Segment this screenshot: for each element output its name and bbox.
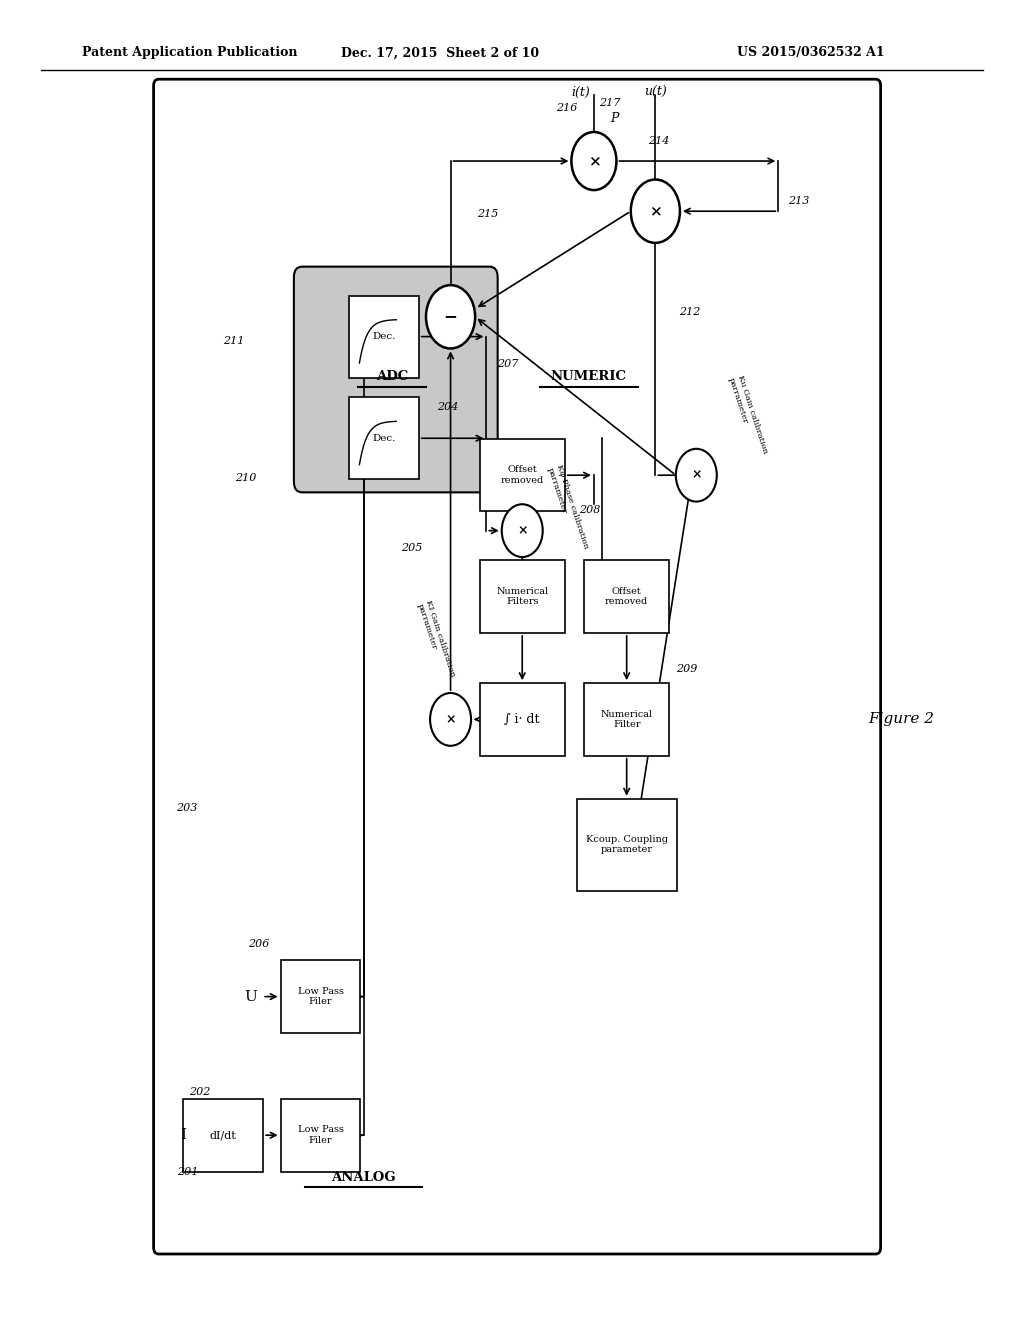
Text: Dec.: Dec. — [373, 333, 395, 341]
Circle shape — [676, 449, 717, 502]
Text: Offset
removed: Offset removed — [501, 466, 544, 484]
Text: NUMERIC: NUMERIC — [551, 370, 627, 383]
Text: ANALOG: ANALOG — [331, 1171, 396, 1184]
Text: Dec. 17, 2015  Sheet 2 of 10: Dec. 17, 2015 Sheet 2 of 10 — [341, 46, 540, 59]
Text: i(t): i(t) — [571, 86, 590, 99]
Text: ×: × — [517, 524, 527, 537]
FancyBboxPatch shape — [479, 684, 565, 755]
Text: Figure 2: Figure 2 — [868, 713, 934, 726]
Text: 201: 201 — [177, 1167, 198, 1177]
Text: Low Pass
Filer: Low Pass Filer — [298, 987, 343, 1006]
FancyBboxPatch shape — [154, 79, 881, 1254]
Text: P: P — [610, 112, 618, 125]
Text: 215: 215 — [477, 209, 498, 219]
Text: ×: × — [588, 154, 600, 168]
Text: 216: 216 — [556, 103, 577, 114]
FancyBboxPatch shape — [349, 296, 419, 378]
Text: 203: 203 — [176, 803, 197, 813]
FancyBboxPatch shape — [479, 438, 565, 511]
Text: 206: 206 — [249, 939, 269, 949]
Text: KI Gain calibration
parrameter: KI Gain calibration parrameter — [416, 599, 457, 681]
Text: I: I — [180, 1129, 186, 1142]
Text: 205: 205 — [401, 543, 422, 553]
Text: 214: 214 — [648, 136, 669, 147]
Text: Numerical
Filters: Numerical Filters — [497, 587, 548, 606]
Text: US 2015/0362532 A1: US 2015/0362532 A1 — [737, 46, 885, 59]
Circle shape — [430, 693, 471, 746]
Text: Low Pass
Filer: Low Pass Filer — [298, 1126, 343, 1144]
FancyBboxPatch shape — [294, 267, 498, 492]
FancyBboxPatch shape — [479, 560, 565, 632]
Text: U: U — [245, 990, 257, 1003]
Text: −: − — [443, 309, 458, 325]
Text: Kφ Phase calibration
parrameter: Kφ Phase calibration parrameter — [546, 463, 590, 553]
Text: ×: × — [691, 469, 701, 482]
Text: 217: 217 — [599, 98, 620, 108]
FancyBboxPatch shape — [281, 1098, 360, 1172]
FancyBboxPatch shape — [584, 684, 670, 755]
Text: Patent Application Publication: Patent Application Publication — [82, 46, 297, 59]
FancyBboxPatch shape — [281, 961, 360, 1032]
Text: 211: 211 — [223, 335, 244, 346]
FancyBboxPatch shape — [577, 799, 677, 891]
Text: Kcoup. Coupling
parameter: Kcoup. Coupling parameter — [586, 836, 668, 854]
Text: ×: × — [649, 205, 662, 218]
Text: Numerical
Filter: Numerical Filter — [601, 710, 652, 729]
Circle shape — [571, 132, 616, 190]
Text: ADC: ADC — [376, 370, 409, 383]
Text: dI/dt: dI/dt — [210, 1130, 237, 1140]
Text: Ku Gain calibration
parrameter: Ku Gain calibration parrameter — [727, 374, 769, 458]
Text: 204: 204 — [437, 401, 458, 412]
FancyBboxPatch shape — [584, 560, 670, 632]
Text: ×: × — [445, 713, 456, 726]
Text: 213: 213 — [788, 195, 809, 206]
Circle shape — [426, 285, 475, 348]
Circle shape — [502, 504, 543, 557]
Text: u(t): u(t) — [644, 86, 667, 99]
Text: 207: 207 — [498, 359, 518, 370]
Text: 210: 210 — [236, 473, 256, 483]
Text: 208: 208 — [580, 504, 600, 515]
Text: ∫ i· dt: ∫ i· dt — [505, 713, 540, 726]
Text: 209: 209 — [677, 664, 697, 675]
Text: 202: 202 — [189, 1086, 210, 1097]
Text: 212: 212 — [680, 306, 700, 317]
Text: Dec.: Dec. — [373, 434, 395, 442]
FancyBboxPatch shape — [183, 1098, 263, 1172]
Circle shape — [631, 180, 680, 243]
FancyBboxPatch shape — [349, 397, 419, 479]
Text: Offset
removed: Offset removed — [605, 587, 648, 606]
